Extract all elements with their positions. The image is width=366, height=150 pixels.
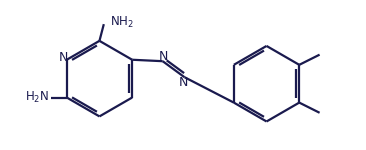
Text: NH$_2$: NH$_2$ <box>111 15 134 30</box>
Text: H$_2$N: H$_2$N <box>25 90 49 105</box>
Text: N: N <box>59 51 68 64</box>
Text: N: N <box>179 76 188 90</box>
Text: N: N <box>159 50 168 63</box>
